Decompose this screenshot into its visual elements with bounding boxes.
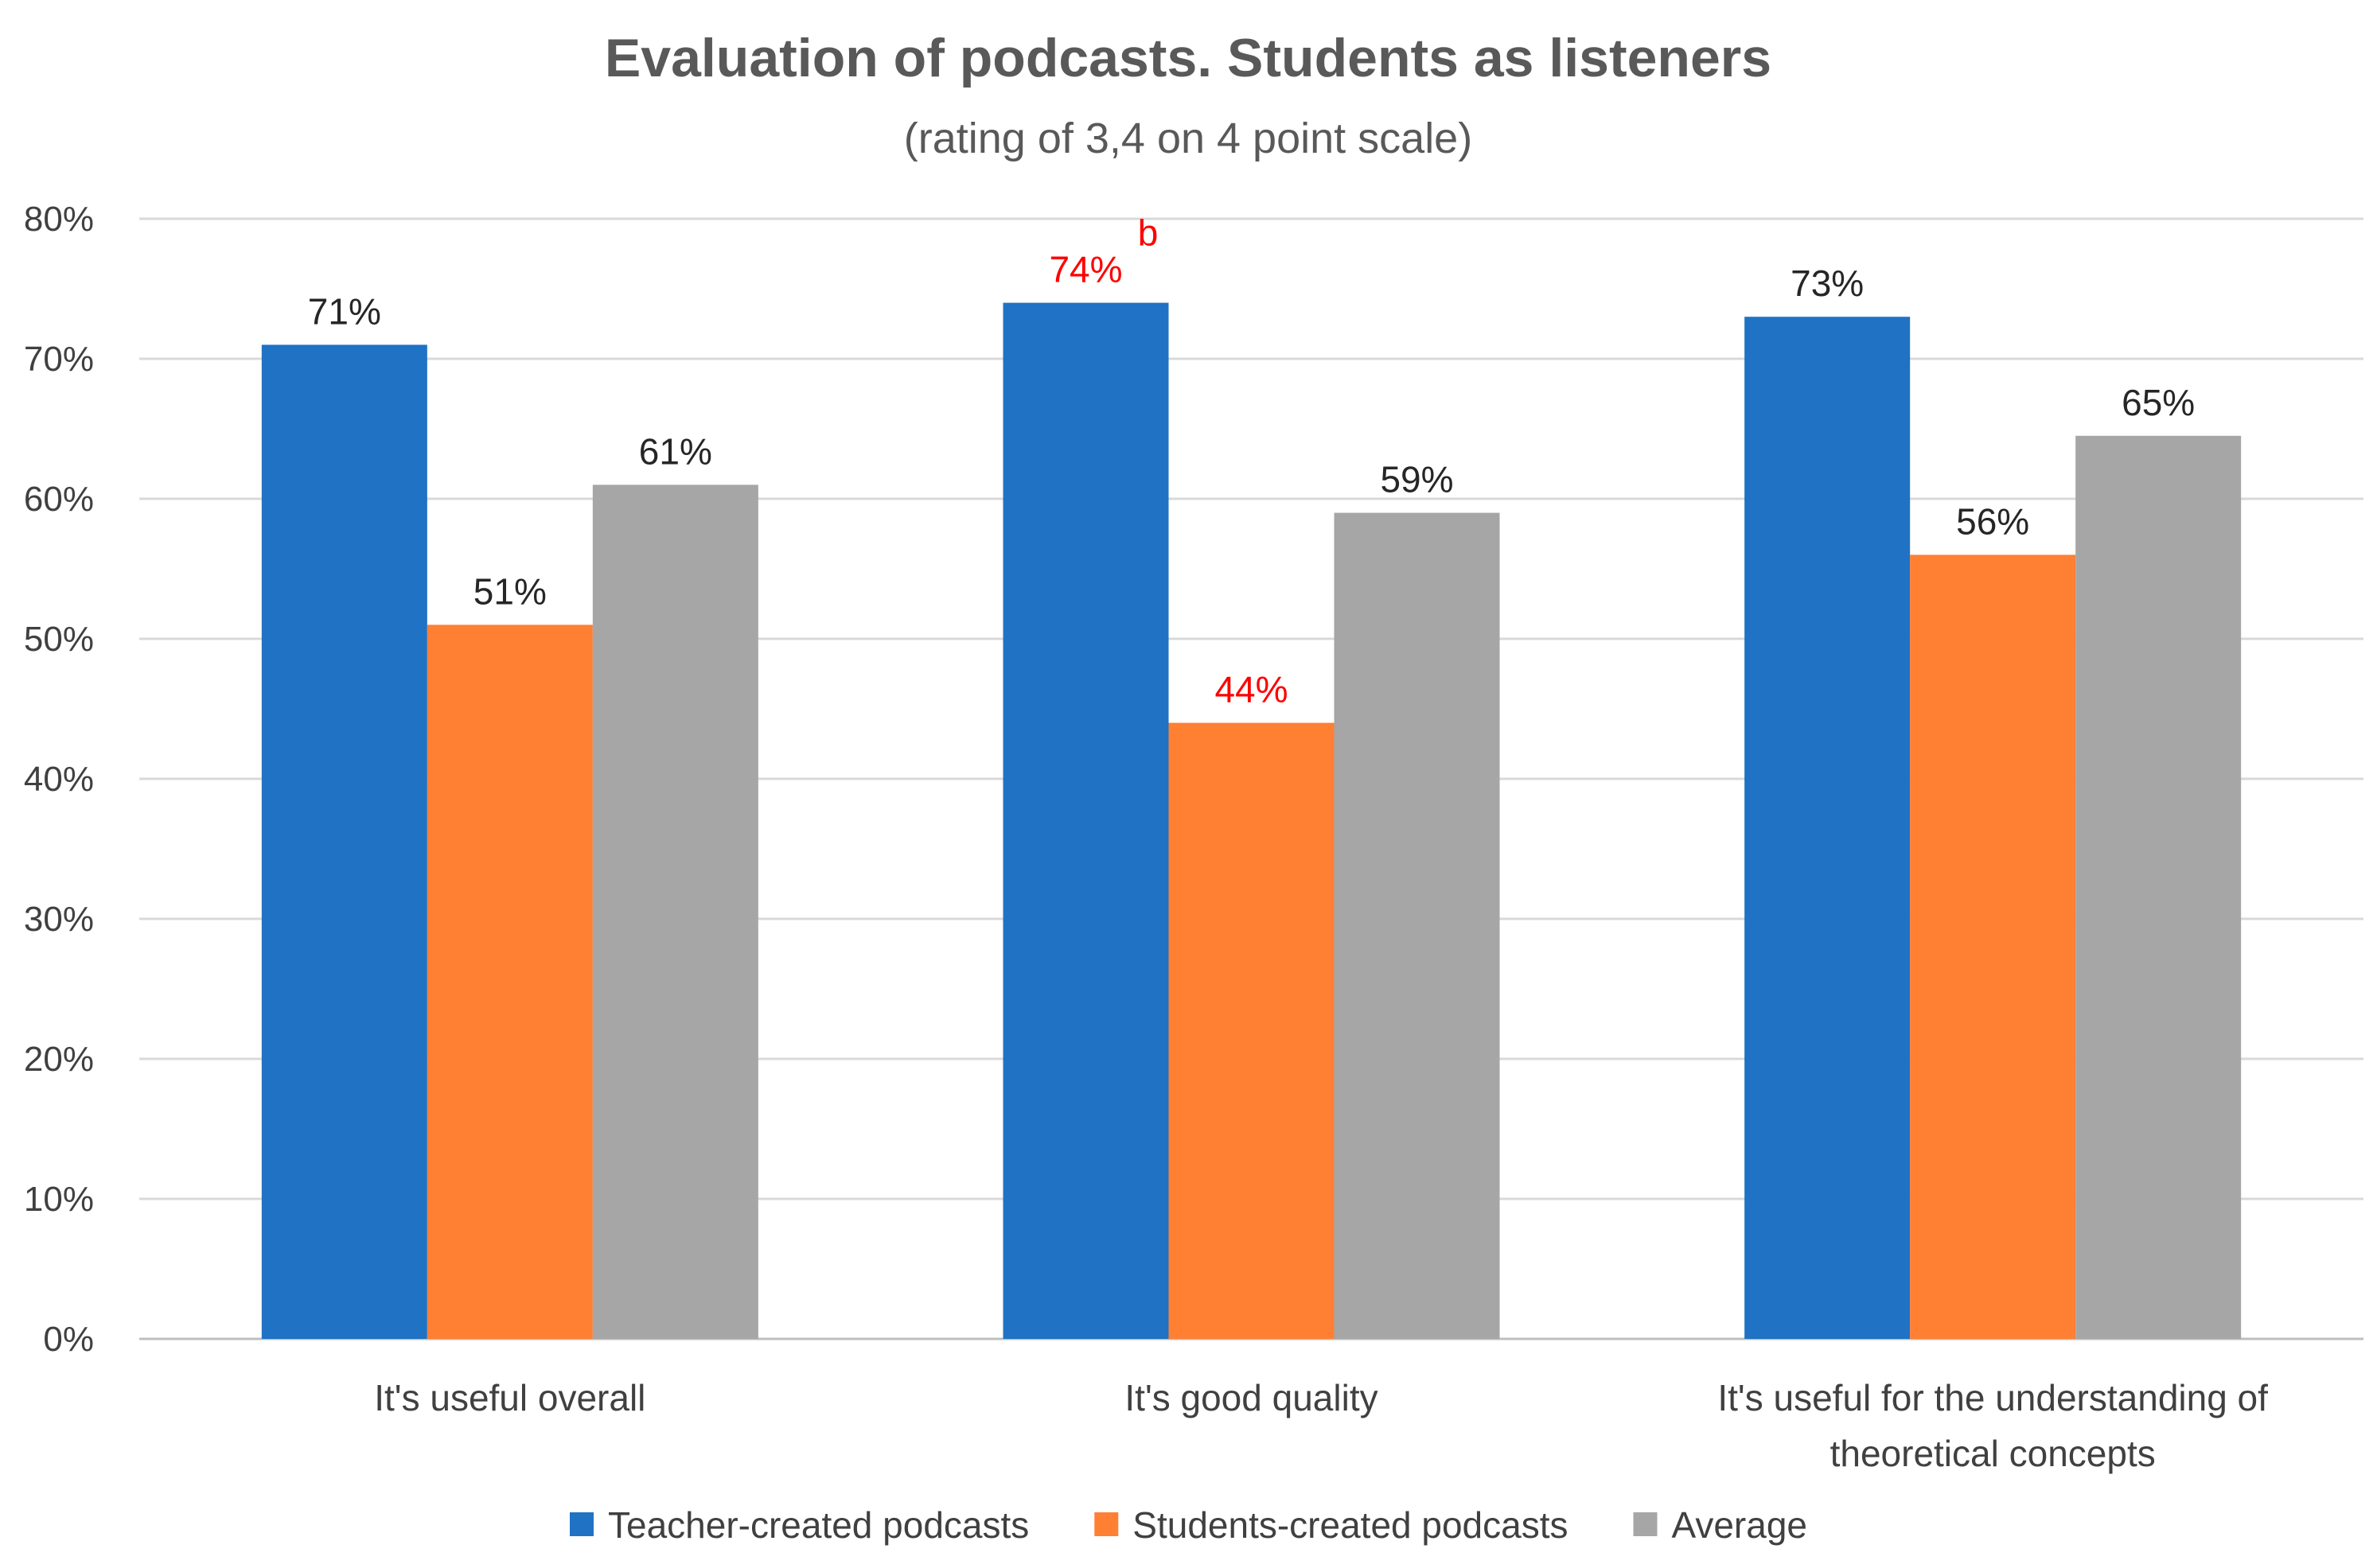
bar bbox=[1744, 317, 1911, 1340]
x-category-line: theoretical concepts bbox=[1830, 1433, 2156, 1474]
legend-label: Teacher-created podcasts bbox=[608, 1504, 1029, 1546]
data-label: 44% bbox=[1214, 669, 1288, 710]
chart-subtitle: (rating of 3,4 on 4 point scale) bbox=[904, 115, 1472, 162]
legend-label: Students-created podcasts bbox=[1132, 1504, 1568, 1546]
y-tick-label: 0% bbox=[43, 1320, 94, 1359]
bars bbox=[261, 302, 2242, 1340]
data-label: 74% bbox=[1049, 249, 1122, 290]
x-category-line: It's useful overall bbox=[374, 1377, 645, 1418]
x-category-label: It's useful for the understanding of theo… bbox=[1717, 1377, 2268, 1474]
data-labels: 71% 51% 61% 74% 44% 59% 73% 56% 65% b bbox=[308, 212, 2195, 710]
legend-label: Average bbox=[1672, 1504, 1808, 1546]
bar bbox=[1003, 302, 1169, 1340]
data-label: 59% bbox=[1380, 459, 1453, 500]
y-axis-ticks: 0% 10% 20% 30% 40% 50% 60% 70% 80% bbox=[24, 200, 94, 1359]
legend-swatch bbox=[569, 1512, 594, 1536]
bar bbox=[427, 624, 593, 1339]
x-category-line: It's good quality bbox=[1124, 1377, 1377, 1418]
data-label: 71% bbox=[308, 290, 381, 332]
bar bbox=[592, 484, 758, 1339]
x-category-label: It's useful overall bbox=[374, 1377, 645, 1418]
y-tick-label: 40% bbox=[24, 760, 94, 799]
data-label: 61% bbox=[639, 430, 712, 472]
data-label: 56% bbox=[1956, 500, 2029, 542]
legend-swatch bbox=[1633, 1512, 1658, 1536]
data-label: 65% bbox=[2122, 382, 2195, 423]
y-tick-label: 50% bbox=[24, 620, 94, 659]
data-label: 51% bbox=[473, 570, 547, 612]
y-tick-label: 80% bbox=[24, 200, 94, 239]
data-label: 73% bbox=[1791, 263, 1864, 304]
annotation-marker: b bbox=[1138, 212, 1159, 254]
bar bbox=[261, 344, 427, 1339]
bar bbox=[1334, 512, 1500, 1339]
x-category-line: It's useful for the understanding of bbox=[1717, 1377, 2268, 1418]
legend: Teacher-created podcasts Students-created… bbox=[569, 1504, 1808, 1546]
y-tick-label: 60% bbox=[24, 480, 94, 519]
y-tick-label: 10% bbox=[24, 1180, 94, 1219]
bar bbox=[1168, 722, 1335, 1339]
y-tick-label: 30% bbox=[24, 900, 94, 939]
x-axis-categories: It's useful overall It's good quality It's… bbox=[374, 1377, 2268, 1474]
x-category-label: It's good quality bbox=[1124, 1377, 1377, 1418]
bar bbox=[2075, 435, 2242, 1339]
legend-swatch bbox=[1094, 1512, 1119, 1536]
y-tick-label: 20% bbox=[24, 1040, 94, 1079]
y-tick-label: 70% bbox=[24, 340, 94, 379]
bar bbox=[1910, 554, 2076, 1339]
chart-title: Evaluation of podcasts. Students as list… bbox=[605, 28, 1771, 88]
